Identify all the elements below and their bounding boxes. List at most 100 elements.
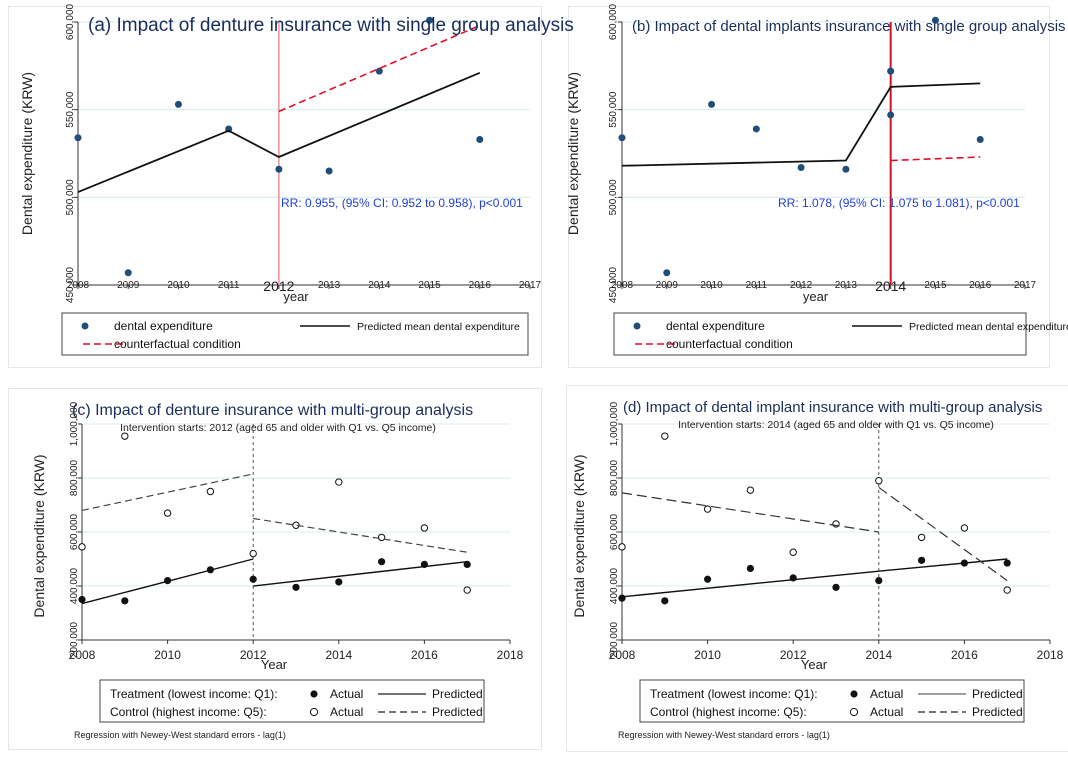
x-tick-label: 2008 xyxy=(611,280,634,291)
legend-group-label: Treatment (lowest income: Q1): xyxy=(110,687,278,701)
legend-marker xyxy=(849,707,859,717)
panel-b-frame xyxy=(568,6,1050,368)
legend-predicted-label: Predicted xyxy=(432,705,483,719)
x-tick-label: 2008 xyxy=(67,280,90,291)
x-tick-label: 2015 xyxy=(418,280,441,291)
x-axis-label: year xyxy=(283,289,309,304)
data-point xyxy=(887,67,895,75)
legend-label: dental expenditure xyxy=(666,319,765,333)
y-tick-label: 200,000 xyxy=(69,621,80,658)
legend-actual-label: Actual xyxy=(330,687,363,701)
y-tick-label: 600,000 xyxy=(65,3,76,40)
series-line xyxy=(878,486,1008,582)
data-point xyxy=(249,549,257,558)
y-tick-label: 500,000 xyxy=(608,179,619,216)
footnote: Regression with Newey-West standard erro… xyxy=(74,730,286,740)
x-tick-label: 2012 xyxy=(780,648,807,662)
x-tick-label: 2011 xyxy=(746,280,768,291)
data-point xyxy=(875,577,883,585)
data-point xyxy=(704,575,712,583)
data-point xyxy=(708,100,716,108)
data-point xyxy=(960,524,969,532)
data-point xyxy=(335,578,343,586)
chart-title: (c) Impact of denture insurance with mul… xyxy=(72,402,473,419)
legend-box xyxy=(639,679,1025,723)
y-tick-label: 400,000 xyxy=(69,567,80,604)
data-point xyxy=(1003,586,1011,594)
y-tick-label: 1,000,000 xyxy=(69,401,80,446)
data-point xyxy=(174,100,182,108)
chart-title: (d) Impact of dental implant insurance w… xyxy=(623,399,1042,416)
data-point xyxy=(78,595,86,604)
series-line xyxy=(278,24,481,113)
legend-marker xyxy=(81,322,89,330)
data-point xyxy=(426,16,434,24)
chart-panel-d: 200,000 400,000 600,000 800,000 1,000,000 200… xyxy=(571,399,1064,740)
legend-marker xyxy=(850,690,858,698)
chart-panel-b: 450,000 500,000 550,000 600,000 2008 2009 2010… xyxy=(565,3,1068,356)
legend-predicted-label: Predicted xyxy=(972,705,1023,719)
data-point xyxy=(618,543,626,551)
data-point xyxy=(74,134,82,142)
legend-box xyxy=(613,312,1027,356)
data-point xyxy=(375,67,383,75)
data-point xyxy=(325,167,333,175)
legend-box xyxy=(99,679,485,723)
data-point xyxy=(1003,559,1011,567)
data-point xyxy=(797,164,805,172)
x-tick-label: 2008 xyxy=(69,648,96,662)
x-axis-label: Year xyxy=(801,657,828,672)
x-tick-label: 2012 xyxy=(790,280,813,291)
y-tick-label: 550,000 xyxy=(608,91,619,128)
y-tick-label: 400,000 xyxy=(609,567,620,604)
legend-group-label: Control (highest income: Q5): xyxy=(110,705,267,719)
y-axis-label: Dental expenditure (KRW) xyxy=(19,72,35,235)
x-tick-label: 2010 xyxy=(154,648,181,662)
data-point xyxy=(887,111,895,119)
series-line xyxy=(253,561,468,587)
data-point xyxy=(618,134,626,142)
data-point xyxy=(661,597,669,605)
data-point xyxy=(618,594,626,602)
x-tick-label: 2016 xyxy=(951,648,978,662)
x-tick-label: 2014 xyxy=(368,280,391,291)
data-point xyxy=(378,558,386,566)
legend-actual-label: Actual xyxy=(330,705,363,719)
x-tick-label: 2017 xyxy=(1014,280,1037,291)
x-tick-label: 2018 xyxy=(497,648,524,662)
x-tick-label: 2016 xyxy=(469,280,492,291)
y-tick-label: 1,000,000 xyxy=(609,401,620,446)
y-tick-label: 600,000 xyxy=(69,513,80,550)
y-axis-label: Dental expenditure (KRW) xyxy=(565,72,581,235)
panel-d-frame xyxy=(566,385,1068,752)
data-point xyxy=(918,556,926,564)
legend-label: dental expenditure xyxy=(114,319,213,333)
data-point xyxy=(746,564,755,573)
x-tick-label: 2015 xyxy=(924,280,947,291)
chart-title: (b) Impact of dental implants insurance … xyxy=(632,18,1066,35)
legend-marker xyxy=(310,690,318,698)
legend-actual-label: Actual xyxy=(870,705,903,719)
data-point xyxy=(703,505,712,513)
data-point xyxy=(206,487,215,496)
chart-panel-a: 450,000 500,000 550,000 600,000 2008 2009 2010… xyxy=(19,3,574,356)
y-tick-label: 800,000 xyxy=(609,459,620,496)
data-point xyxy=(78,543,86,551)
data-point xyxy=(476,135,484,143)
series-line xyxy=(621,570,879,598)
data-point xyxy=(663,269,671,277)
data-point xyxy=(335,478,343,486)
data-point xyxy=(976,135,984,143)
data-point xyxy=(420,524,429,532)
y-axis-label: Dental expenditure (KRW) xyxy=(571,454,587,617)
legend-label: Predicted mean dental expenditure xyxy=(357,321,520,333)
data-point xyxy=(275,165,283,173)
x-tick-label: 2012 xyxy=(263,278,294,294)
x-tick-label: 2014 xyxy=(325,648,352,662)
x-tick-label: 2013 xyxy=(318,280,341,291)
data-point xyxy=(931,16,939,24)
y-tick-label: 500,000 xyxy=(65,179,76,216)
data-point xyxy=(163,509,172,517)
x-axis-label: Year xyxy=(261,657,288,672)
